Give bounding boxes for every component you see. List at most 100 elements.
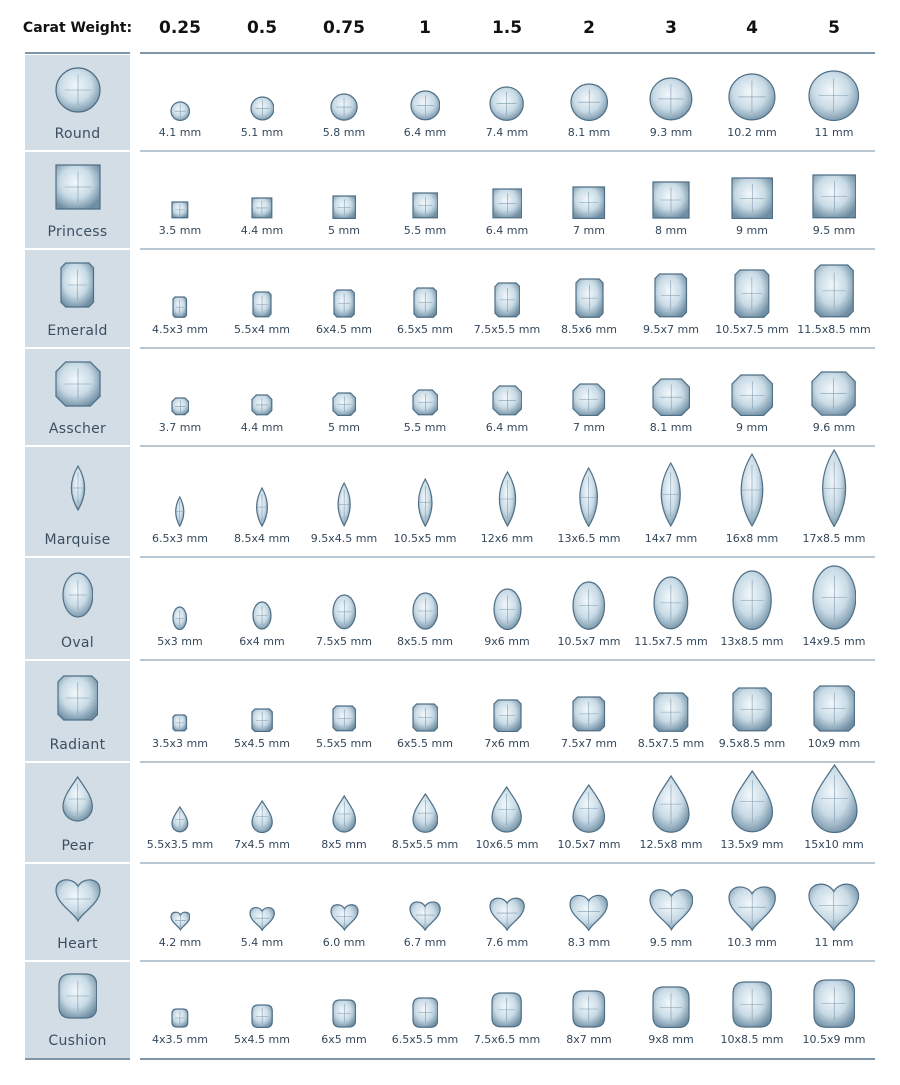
cell-asscher-4: 9 mm bbox=[711, 348, 793, 434]
oval-diamond-1ct bbox=[412, 592, 438, 630]
asscher-diamond-3ct bbox=[652, 377, 690, 416]
cell-asscher-5: 9.6 mm bbox=[793, 348, 875, 434]
asscher-diamond-4ct bbox=[731, 373, 773, 416]
princess-diamond-0.5ct bbox=[251, 197, 273, 219]
size-label: 4x3.5 mm bbox=[152, 1033, 208, 1046]
cell-radiant-0.25: 3.5x3 mm bbox=[139, 660, 221, 750]
shape-icon-pear bbox=[25, 776, 130, 822]
size-label: 7 mm bbox=[573, 224, 605, 237]
cell-radiant-4: 9.5x8.5 mm bbox=[711, 660, 793, 750]
cell-radiant-1.5: 7x6 mm bbox=[466, 660, 548, 750]
oval-diamond-2ct bbox=[572, 581, 606, 630]
radiant-diamond-5ct bbox=[813, 685, 855, 732]
size-label: 7.5x6.5 mm bbox=[473, 1033, 541, 1046]
cell-radiant-0.5: 5x4.5 mm bbox=[221, 660, 303, 750]
heart-diamond-5ct bbox=[808, 883, 860, 931]
oval-diamond-0.5ct bbox=[252, 601, 272, 630]
size-label: 8.1 mm bbox=[649, 421, 693, 434]
cell-cushion-1: 6.5x5.5 mm bbox=[384, 961, 466, 1046]
cell-oval-0.5: 6x4 mm bbox=[221, 557, 303, 648]
oval-diamond-5ct bbox=[812, 565, 856, 630]
cell-cushion-0.25: 4x3.5 mm bbox=[139, 961, 221, 1046]
shape-icon-marquise bbox=[25, 465, 130, 511]
row-divider bbox=[140, 761, 875, 763]
asscher-diamond-0.25ct bbox=[171, 397, 189, 416]
shape-name-asscher: Asscher bbox=[48, 421, 107, 437]
shape-icon-oval bbox=[25, 572, 130, 618]
heart-diamond-4ct bbox=[728, 886, 776, 931]
size-label: 9.5x4.5 mm bbox=[310, 532, 378, 545]
radiant-diamond-4ct bbox=[732, 687, 772, 732]
size-label: 6.4 mm bbox=[485, 421, 529, 434]
size-label: 5.5x4 mm bbox=[234, 323, 290, 336]
row-divider bbox=[140, 150, 875, 152]
round-diamond-0.25ct bbox=[170, 100, 190, 121]
cell-princess-1.5: 6.4 mm bbox=[466, 151, 548, 237]
round-diamond-icon bbox=[54, 66, 101, 113]
size-label: 5 mm bbox=[328, 421, 360, 434]
cell-asscher-1.5: 6.4 mm bbox=[466, 348, 548, 434]
size-label: 9.5x7 mm bbox=[643, 323, 699, 336]
pear-diamond-0.5ct bbox=[251, 799, 273, 833]
side-divider bbox=[25, 347, 130, 349]
size-label: 7.6 mm bbox=[485, 936, 529, 949]
heart-diamond-0.5ct bbox=[249, 906, 275, 931]
heart-diamond-1.5ct bbox=[489, 897, 525, 931]
cell-oval-2: 10.5x7 mm bbox=[548, 557, 630, 648]
emerald-diamond-5ct bbox=[814, 264, 854, 318]
shape-name-princess: Princess bbox=[47, 224, 108, 240]
cell-oval-3: 11.5x7.5 mm bbox=[630, 557, 712, 648]
cell-princess-0.5: 4.4 mm bbox=[221, 151, 303, 237]
cell-marquise-1.5: 12x6 mm bbox=[466, 446, 548, 545]
side-divider bbox=[25, 248, 130, 250]
cell-cushion-3: 9x8 mm bbox=[630, 961, 712, 1046]
shape-icon-princess bbox=[25, 163, 130, 210]
size-label: 6.5x5 mm bbox=[397, 323, 453, 336]
cell-marquise-0.25: 6.5x3 mm bbox=[139, 446, 221, 545]
carat-header: 1 bbox=[419, 17, 431, 38]
pear-diamond-icon bbox=[62, 776, 93, 822]
oval-diamond-0.75ct bbox=[332, 594, 356, 630]
size-label: 10x9 mm bbox=[807, 737, 861, 750]
round-diamond-0.5ct bbox=[249, 96, 275, 121]
cushion-diamond-0.25ct bbox=[171, 1008, 189, 1028]
cushion-diamond-0.75ct bbox=[332, 999, 356, 1028]
cell-round-1.5: 7.4 mm bbox=[466, 55, 548, 139]
oval-diamond-3ct bbox=[653, 576, 689, 630]
footer-rule bbox=[140, 1058, 875, 1060]
radiant-diamond-1ct bbox=[412, 703, 438, 732]
cell-marquise-0.75: 9.5x4.5 mm bbox=[303, 446, 385, 545]
cell-asscher-0.25: 3.7 mm bbox=[139, 348, 221, 434]
princess-diamond-icon bbox=[54, 163, 101, 210]
cell-cushion-0.75: 6x5 mm bbox=[303, 961, 385, 1046]
shape-name-radiant: Radiant bbox=[49, 737, 106, 753]
cell-asscher-0.5: 4.4 mm bbox=[221, 348, 303, 434]
side-divider bbox=[25, 150, 130, 152]
cell-oval-5: 14x9.5 mm bbox=[793, 557, 875, 648]
cell-princess-5: 9.5 mm bbox=[793, 151, 875, 237]
asscher-diamond-0.75ct bbox=[332, 391, 356, 416]
cell-radiant-0.75: 5.5x5 mm bbox=[303, 660, 385, 750]
radiant-diamond-0.25ct bbox=[172, 714, 188, 732]
size-label: 8.5x7.5 mm bbox=[637, 737, 705, 750]
cell-pear-1: 8.5x5.5 mm bbox=[384, 762, 466, 851]
shape-icon-cushion bbox=[25, 973, 130, 1019]
size-label: 7.4 mm bbox=[485, 126, 529, 139]
oval-diamond-4ct bbox=[732, 569, 772, 630]
cell-cushion-5: 10.5x9 mm bbox=[793, 961, 875, 1046]
carat-header: 3 bbox=[665, 17, 677, 38]
cell-pear-0.25: 5.5x3.5 mm bbox=[139, 762, 221, 851]
pear-diamond-0.25ct bbox=[171, 806, 189, 833]
princess-diamond-0.25ct bbox=[171, 201, 189, 219]
shape-name-round: Round bbox=[54, 126, 101, 142]
round-diamond-1ct bbox=[409, 90, 440, 121]
shape-icon-radiant bbox=[25, 674, 130, 721]
size-label: 10.5x7 mm bbox=[557, 838, 621, 851]
size-label: 5.5 mm bbox=[403, 421, 447, 434]
cell-oval-4: 13x8.5 mm bbox=[711, 557, 793, 648]
round-diamond-4ct bbox=[728, 73, 776, 121]
cell-emerald-0.5: 5.5x4 mm bbox=[221, 249, 303, 336]
size-label: 7.5x5 mm bbox=[316, 635, 372, 648]
side-divider bbox=[25, 659, 130, 661]
cushion-diamond-0.5ct bbox=[251, 1003, 273, 1028]
